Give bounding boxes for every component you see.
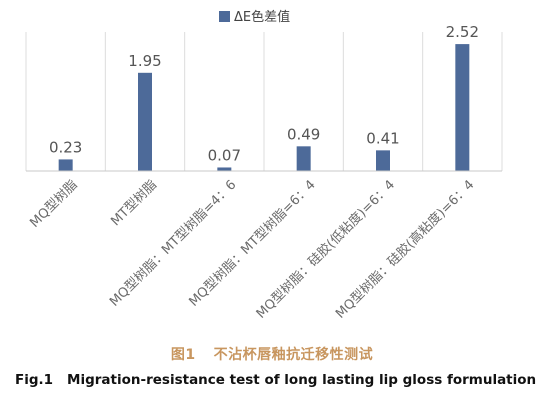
tick-label: MT型树脂 bbox=[108, 177, 160, 229]
data-label: 0.41 bbox=[366, 129, 399, 147]
figure-title-cn: 不沾杯唇釉抗迁移性测试 bbox=[213, 347, 374, 363]
bar-chart: ΔE色差值 0.23 1.95 0.07 0.49 0.41 2.52 MQ型树脂 MT型树… bbox=[25, 9, 503, 322]
bar bbox=[138, 72, 152, 171]
figure-caption-cn: 图1 不沾杯唇釉抗迁移性测试 bbox=[0, 344, 544, 364]
figure-number-cn: 图1 bbox=[170, 347, 196, 363]
bar bbox=[217, 167, 232, 171]
tick-label: MQ型树脂 bbox=[27, 177, 80, 230]
tick-label: MQ型树脂：MT型树脂=6：4 bbox=[186, 177, 318, 309]
data-label: 0.49 bbox=[287, 125, 320, 143]
bar bbox=[376, 150, 390, 171]
bar-series bbox=[58, 44, 470, 171]
tick-label: MQ型树脂：硅胶(低粘度)=6：4 bbox=[253, 177, 398, 322]
data-label: 0.07 bbox=[208, 146, 241, 164]
legend-swatch bbox=[219, 11, 230, 22]
data-label: 0.23 bbox=[49, 138, 82, 156]
data-labels: 0.23 1.95 0.07 0.49 0.41 2.52 bbox=[49, 23, 479, 164]
category-separators bbox=[25, 32, 503, 171]
tick-label: MQ型树脂：MT型树脂=4：6 bbox=[107, 177, 239, 309]
figure-caption-en: Fig.1 Migration-resistance test of long l… bbox=[15, 372, 536, 388]
figure-number-en: Fig.1 bbox=[15, 372, 54, 388]
legend: ΔE色差值 bbox=[219, 9, 290, 25]
x-tick-labels: MQ型树脂 MT型树脂MQ型树脂：MT型树脂=4：6MQ型树脂：MT型树脂=6：4… bbox=[27, 177, 477, 322]
bar bbox=[455, 44, 470, 171]
legend-label: ΔE色差值 bbox=[234, 9, 290, 25]
tick-label: MQ型树脂：硅胶(高粘度)=6：4 bbox=[332, 177, 477, 322]
data-label: 2.52 bbox=[446, 23, 479, 41]
figure-title-en: Migration-resistance test of long lastin… bbox=[67, 372, 537, 388]
bar bbox=[296, 146, 311, 171]
bar bbox=[58, 159, 73, 171]
data-label: 1.95 bbox=[128, 52, 161, 70]
